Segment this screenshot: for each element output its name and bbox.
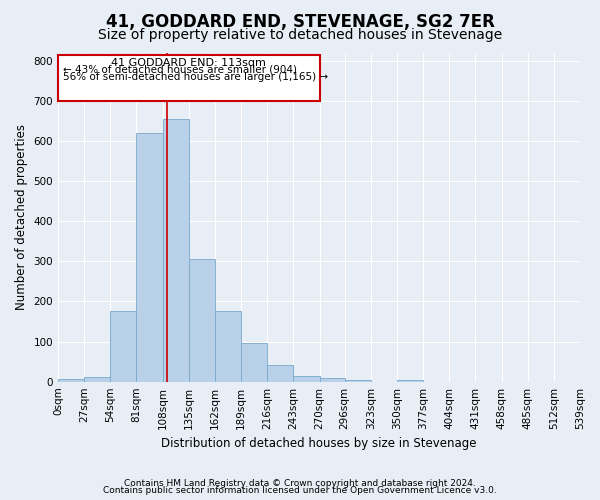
Bar bbox=[58, 379, 84, 382]
Bar bbox=[320, 378, 344, 382]
Text: Size of property relative to detached houses in Stevenage: Size of property relative to detached ho… bbox=[98, 28, 502, 42]
Bar bbox=[293, 376, 320, 382]
Text: 41 GODDARD END: 113sqm: 41 GODDARD END: 113sqm bbox=[112, 58, 266, 68]
Bar bbox=[136, 133, 163, 382]
FancyBboxPatch shape bbox=[58, 54, 320, 100]
Bar bbox=[267, 365, 293, 382]
Text: ← 43% of detached houses are smaller (904): ← 43% of detached houses are smaller (90… bbox=[63, 65, 297, 75]
Bar bbox=[215, 312, 241, 382]
Y-axis label: Number of detached properties: Number of detached properties bbox=[15, 124, 28, 310]
Bar bbox=[241, 342, 267, 382]
Bar bbox=[110, 312, 136, 382]
Bar bbox=[397, 380, 423, 382]
Bar bbox=[84, 377, 110, 382]
Text: Contains HM Land Registry data © Crown copyright and database right 2024.: Contains HM Land Registry data © Crown c… bbox=[124, 478, 476, 488]
X-axis label: Distribution of detached houses by size in Stevenage: Distribution of detached houses by size … bbox=[161, 437, 477, 450]
Text: Contains public sector information licensed under the Open Government Licence v3: Contains public sector information licen… bbox=[103, 486, 497, 495]
Bar bbox=[344, 380, 371, 382]
Bar bbox=[189, 259, 215, 382]
Text: 56% of semi-detached houses are larger (1,165) →: 56% of semi-detached houses are larger (… bbox=[63, 72, 328, 82]
Text: 41, GODDARD END, STEVENAGE, SG2 7ER: 41, GODDARD END, STEVENAGE, SG2 7ER bbox=[106, 12, 494, 30]
Bar bbox=[163, 118, 189, 382]
